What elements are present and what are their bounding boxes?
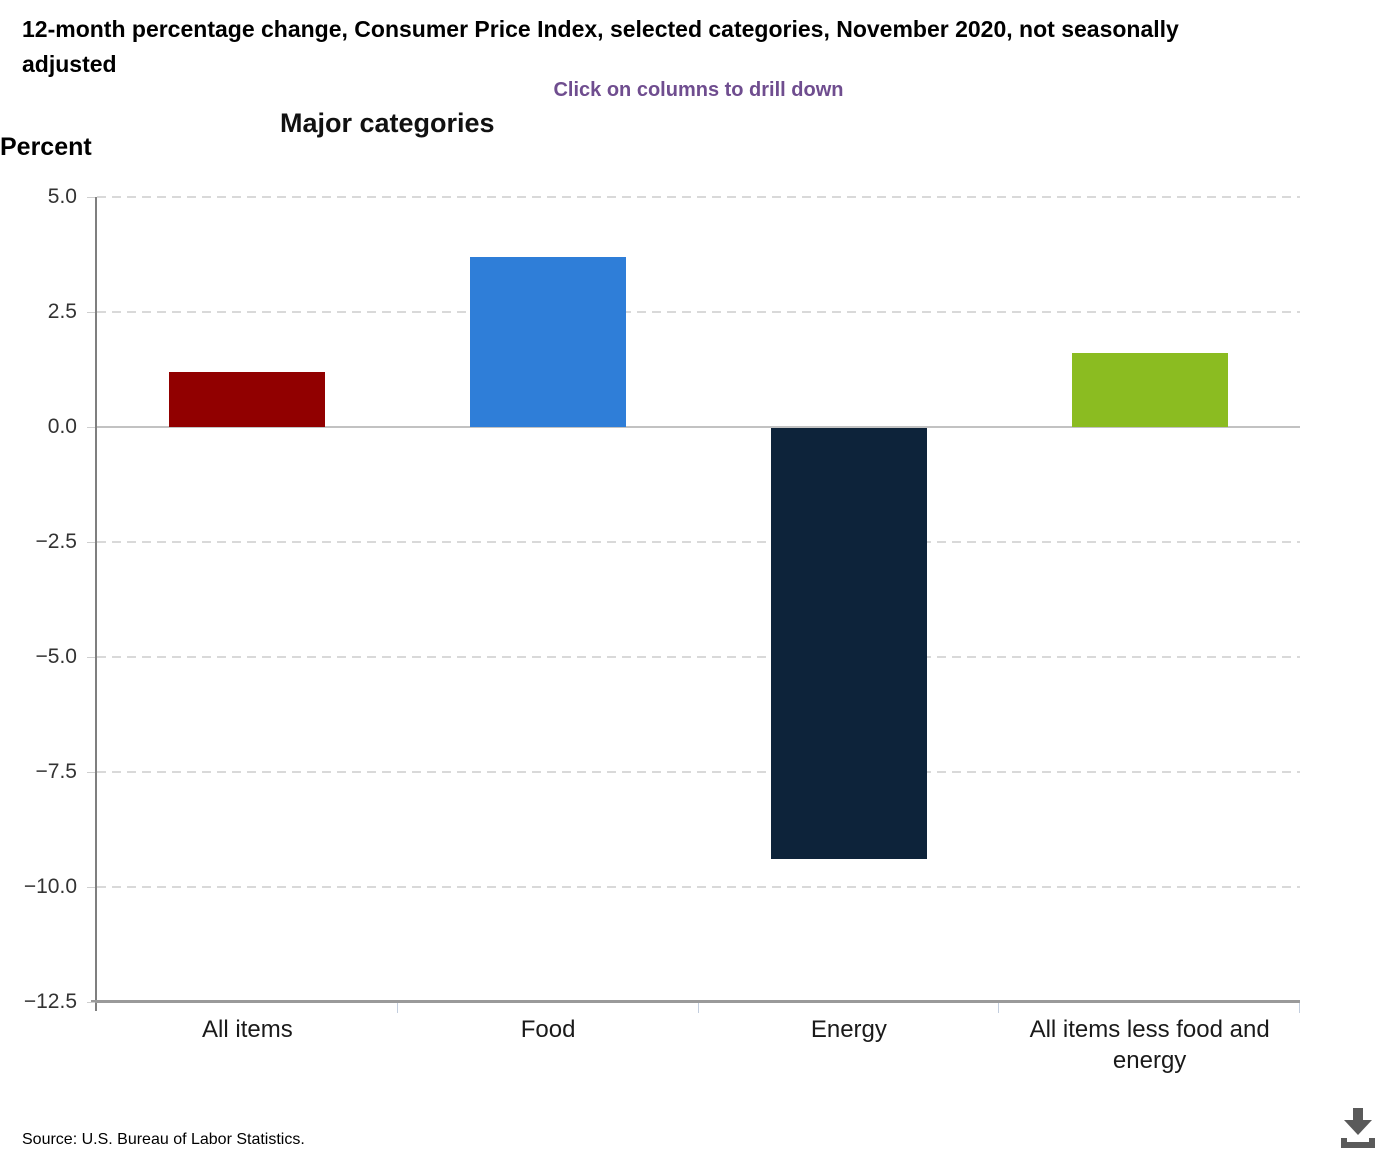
xtick-mark (1299, 1003, 1300, 1013)
ytick-mark (87, 887, 95, 888)
gridline (97, 656, 1300, 658)
gridline (97, 886, 1300, 888)
gridline (97, 196, 1300, 198)
xtick-mark (697, 1003, 699, 1013)
x-axis-line (91, 1000, 1300, 1003)
chart-title: Major categories (280, 108, 495, 138)
xtick-mark (998, 1003, 1000, 1013)
xcat-label-all-items-less-food-and-energy: All items less food and energy (1029, 1016, 1270, 1075)
xcat-label-food: Food (520, 1016, 576, 1043)
page-title: 12-month percentage change, Consumer Pri… (22, 16, 1179, 77)
gridline (97, 541, 1300, 543)
bar-energy[interactable] (770, 428, 927, 860)
download-button[interactable] (1334, 1104, 1382, 1154)
ytick-label: 0.0 (47, 415, 77, 438)
gridline (97, 311, 1300, 313)
bar-all-items[interactable] (169, 371, 326, 427)
xcat-label-energy: Energy (810, 1016, 887, 1043)
source-note: Source: U.S. Bureau of Labor Statistics. (22, 1131, 305, 1148)
ytick-label: −12.5 (23, 990, 77, 1013)
ytick-mark (87, 427, 95, 428)
ytick-mark (87, 657, 95, 658)
plot-area: 5.0 2.5 0.0 −2.5 −5.0 −7.5 −10.0 −12.5 All items… (24, 185, 1300, 1074)
ytick-label: 2.5 (47, 300, 77, 323)
xtick-mark (396, 1003, 398, 1013)
ytick-label: −7.5 (35, 760, 77, 783)
y-axis-line (95, 197, 97, 1011)
ytick-label: −10.0 (23, 875, 77, 898)
ytick-label: 5.0 (47, 185, 77, 208)
drilldown-hint: Click on columns to drill down (553, 79, 844, 101)
ytick-mark (87, 312, 95, 313)
ytick-label: −2.5 (35, 530, 77, 553)
gridline (97, 771, 1300, 773)
y-axis-title: Percent (0, 133, 92, 161)
bar-all-items-less-food-and-energy[interactable] (1071, 353, 1228, 427)
bar-food[interactable] (470, 256, 627, 427)
ytick-mark (87, 542, 95, 543)
ytick-mark (87, 1002, 95, 1003)
zero-gridline (97, 426, 1300, 428)
download-icon (1341, 1108, 1375, 1148)
ytick-label: −5.0 (35, 645, 77, 668)
ytick-mark (87, 197, 95, 198)
ytick-mark (87, 772, 95, 773)
xcat-label-all-items: All items (202, 1016, 293, 1043)
